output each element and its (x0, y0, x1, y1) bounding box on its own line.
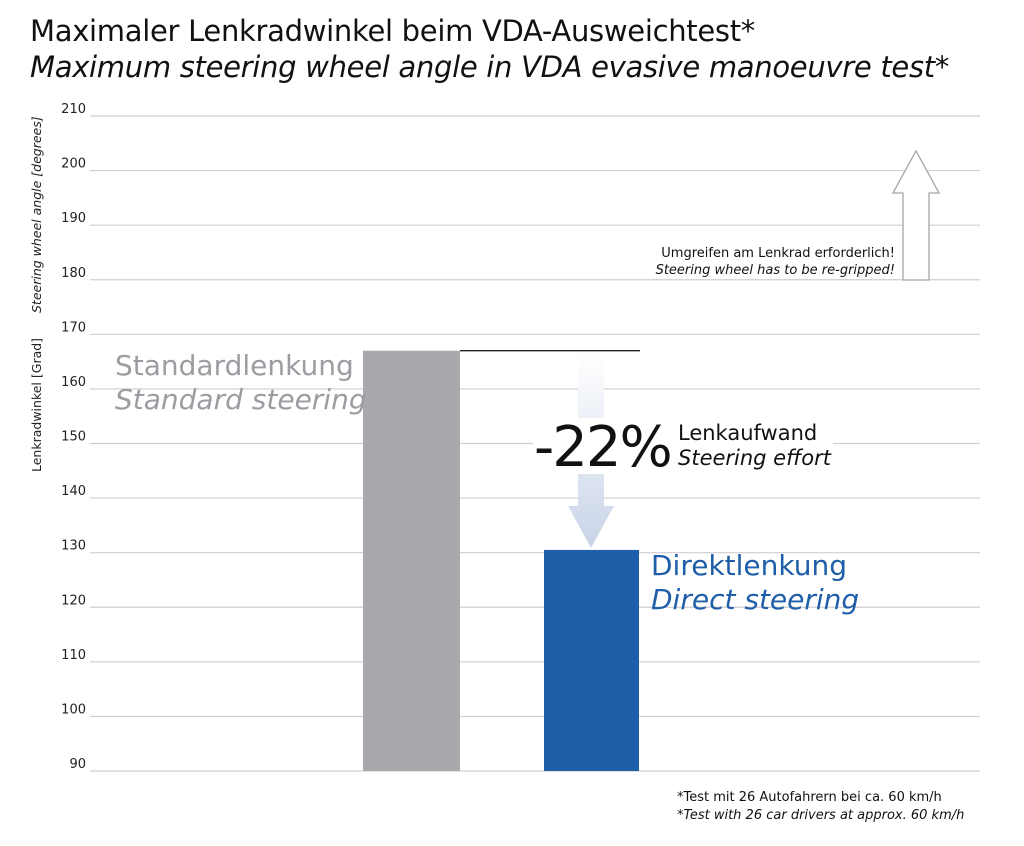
label-standard-english: Standard steering (115, 383, 367, 416)
chart-title-german: Maximaler Lenkradwinkel beim VDA-Ausweic… (30, 14, 755, 48)
y-axis-label-german: Lenkradwinkel [Grad] (29, 338, 44, 472)
y-tick-label-140: 140 (61, 484, 86, 499)
reduction-label-german: Lenkaufwand (678, 421, 817, 445)
reduction-label-english: Steering effort (678, 446, 832, 470)
y-tick-label-190: 190 (61, 211, 86, 226)
y-tick-label-90: 90 (69, 757, 86, 772)
regrip-note-english: Steering wheel has to be re-gripped! (656, 263, 895, 278)
chart-title-english: Maximum steering wheel angle in VDA evas… (30, 50, 950, 84)
y-tick-label-170: 170 (61, 320, 86, 335)
reduction-text-bg (533, 418, 833, 474)
y-tick-label-150: 150 (61, 430, 86, 445)
y-tick-label-120: 120 (61, 593, 86, 608)
label-direct-english: Direct steering (651, 583, 859, 616)
reduction-percent: -22% (534, 415, 671, 480)
y-tick-label-180: 180 (61, 266, 86, 281)
bar-standard-steering (363, 350, 460, 771)
regrip-note-german: Umgreifen am Lenkrad erforderlich! (661, 246, 895, 261)
y-tick-label-130: 130 (61, 539, 86, 554)
y-tick-label-200: 200 (61, 157, 86, 172)
label-standard-german: Standardlenkung (115, 349, 354, 382)
y-tick-label-100: 100 (61, 702, 86, 717)
footnote-english: *Test with 26 car drivers at approx. 60 … (677, 808, 964, 823)
y-axis-label-english: Steering wheel angle [degrees] (29, 116, 44, 313)
y-tick-label-160: 160 (61, 375, 86, 390)
y-tick-label-210: 210 (61, 102, 86, 117)
up-arrow-icon (891, 149, 941, 281)
label-direct-german: Direktlenkung (651, 549, 847, 582)
bar-direct-steering (544, 549, 639, 771)
y-tick-label-110: 110 (61, 648, 86, 663)
y-tick-labels: 90 100 110 120 130 140 150 160 170 180 190 200 210 (61, 102, 86, 772)
footnote-german: *Test mit 26 Autofahrern bei ca. 60 km/h (677, 790, 942, 805)
